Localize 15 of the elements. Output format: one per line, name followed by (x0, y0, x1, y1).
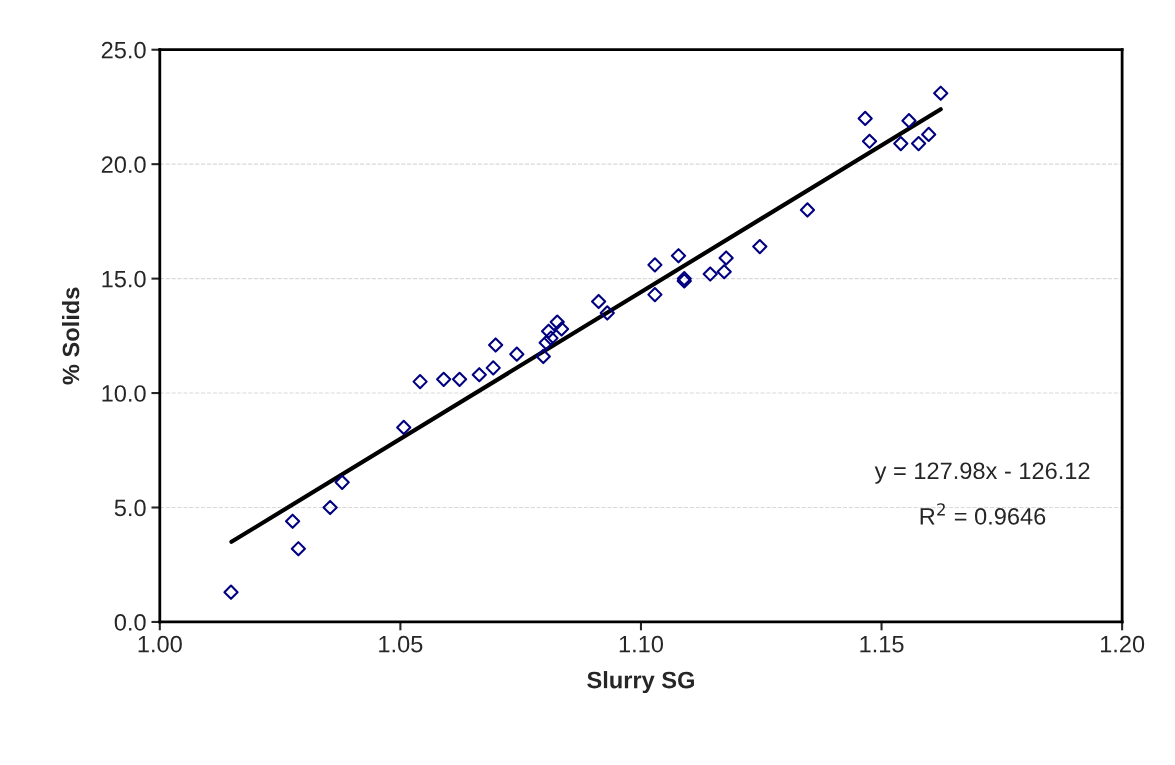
y-tick-label: 0.0 (114, 614, 146, 631)
y-tick-label: 5.0 (114, 499, 146, 517)
y-tick-label: 20.0 (101, 156, 146, 173)
y-tick-label: 25.0 (101, 41, 146, 59)
x-tick-label: 1.20 (1100, 635, 1145, 653)
x-tick-label: 1.10 (619, 635, 664, 653)
annotation: y = 127.98x - 126.12 (874, 462, 1090, 484)
x-tick-label: 1.05 (379, 635, 423, 653)
annotation: R$^{2}$ = 0.9646 (920, 503, 1046, 525)
x-tick-label: 1.15 (860, 636, 904, 653)
y-tick-label: 10.0 (102, 385, 146, 402)
y-axis-title: % Solids (61, 287, 80, 385)
x-tick-label: 1.00 (138, 635, 182, 653)
x-axis-title: Slurry SG (587, 671, 694, 694)
y-tick-label: 15.0 (102, 270, 146, 288)
